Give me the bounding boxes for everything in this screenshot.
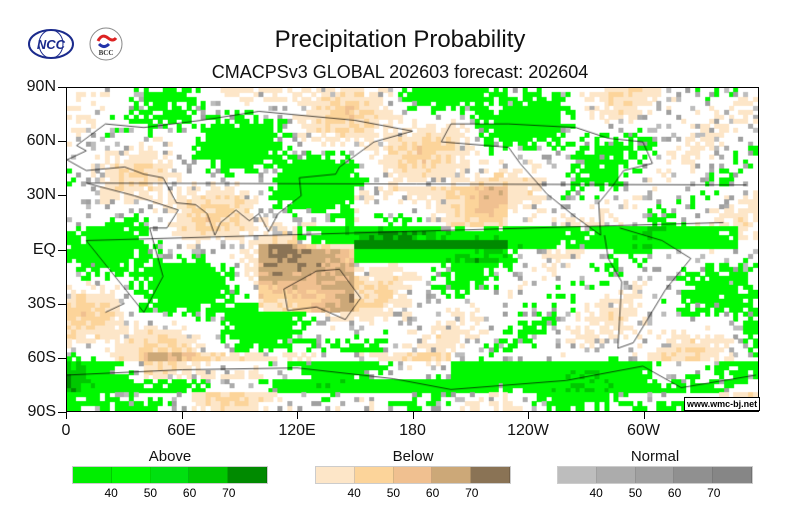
x-tick [412, 412, 414, 419]
y-tick-label: EQ [32, 240, 56, 258]
x-tick [643, 412, 645, 419]
bcc-logo: BCC [89, 27, 123, 61]
y-tick-label: 60N [26, 132, 56, 150]
legend-tick-label: 70 [707, 486, 721, 500]
legend-below: Below 40 50 60 70 [315, 448, 511, 500]
x-tick [66, 412, 67, 419]
legend-swatch [111, 467, 151, 483]
legend-tick-label: 60 [667, 486, 682, 500]
y-tick [58, 303, 66, 305]
svg-text:BCC: BCC [99, 49, 114, 57]
legend-swatch [558, 467, 597, 483]
y-tick [58, 87, 66, 88]
ncc-logo: NCC [28, 29, 74, 59]
probability-map [66, 87, 759, 412]
y-tick-label: 90N [26, 78, 56, 95]
legend-swatch [228, 467, 267, 483]
x-tick-label: 0 [61, 422, 71, 439]
legend-swatch [393, 467, 433, 483]
y-tick [58, 249, 66, 251]
chart-subtitle: CMACPSv3 GLOBAL 202603 forecast: 202604 [211, 62, 589, 82]
legend-tick-label: 60 [182, 486, 197, 500]
x-tick-label: 60E [167, 422, 196, 439]
y-tick [58, 412, 66, 413]
legend-swatch [432, 467, 472, 483]
x-tick-label: 180 [399, 422, 426, 439]
x-tick [297, 412, 298, 419]
y-tick-label: 30N [26, 186, 56, 204]
legend-tick-label: 60 [425, 486, 440, 500]
legend-tick-label: 50 [143, 486, 158, 500]
legend-swatch [354, 467, 394, 483]
legend-swatch [713, 467, 752, 483]
legend-tick-label: 40 [589, 486, 603, 500]
legend-tick-label: 40 [347, 486, 361, 500]
x-tick [528, 412, 529, 419]
legend-title: Below [392, 448, 434, 465]
credit-label: www.wmc-bj.net [684, 397, 761, 411]
x-tick-label: 60W [627, 422, 660, 439]
x-tick-label: 120W [507, 422, 549, 439]
y-tick [58, 357, 66, 359]
legend-tick-label: 50 [628, 486, 643, 500]
legend-swatch [471, 467, 510, 483]
legend-tick-label: 70 [222, 486, 236, 500]
legend-above: Above 40 50 60 70 [72, 448, 268, 500]
y-tick [58, 141, 66, 143]
chart-title: Precipitation Probability [274, 26, 526, 53]
x-tick-label: 120E [278, 422, 316, 439]
legend-swatch [635, 467, 675, 483]
y-tick-label: 30S [27, 294, 56, 312]
legend-swatch [73, 467, 112, 483]
legend-normal: Normal 40 50 60 70 [557, 448, 753, 500]
y-tick [58, 195, 66, 197]
svg-text:NCC: NCC [37, 37, 66, 52]
legend-swatch [596, 467, 636, 483]
legend-swatch [316, 467, 355, 483]
legend-tick-label: 50 [386, 486, 401, 500]
y-tick-label: 90S [27, 403, 56, 420]
legend-title: Above [148, 448, 192, 465]
legend-tick-label: 40 [104, 486, 118, 500]
legend-swatch [189, 467, 229, 483]
legend-swatch [150, 467, 190, 483]
legend-tick-label: 70 [465, 486, 479, 500]
legend-swatch [674, 467, 714, 483]
y-tick-label: 60S [27, 348, 56, 366]
legend-title: Normal [630, 448, 680, 465]
x-tick [181, 412, 183, 419]
